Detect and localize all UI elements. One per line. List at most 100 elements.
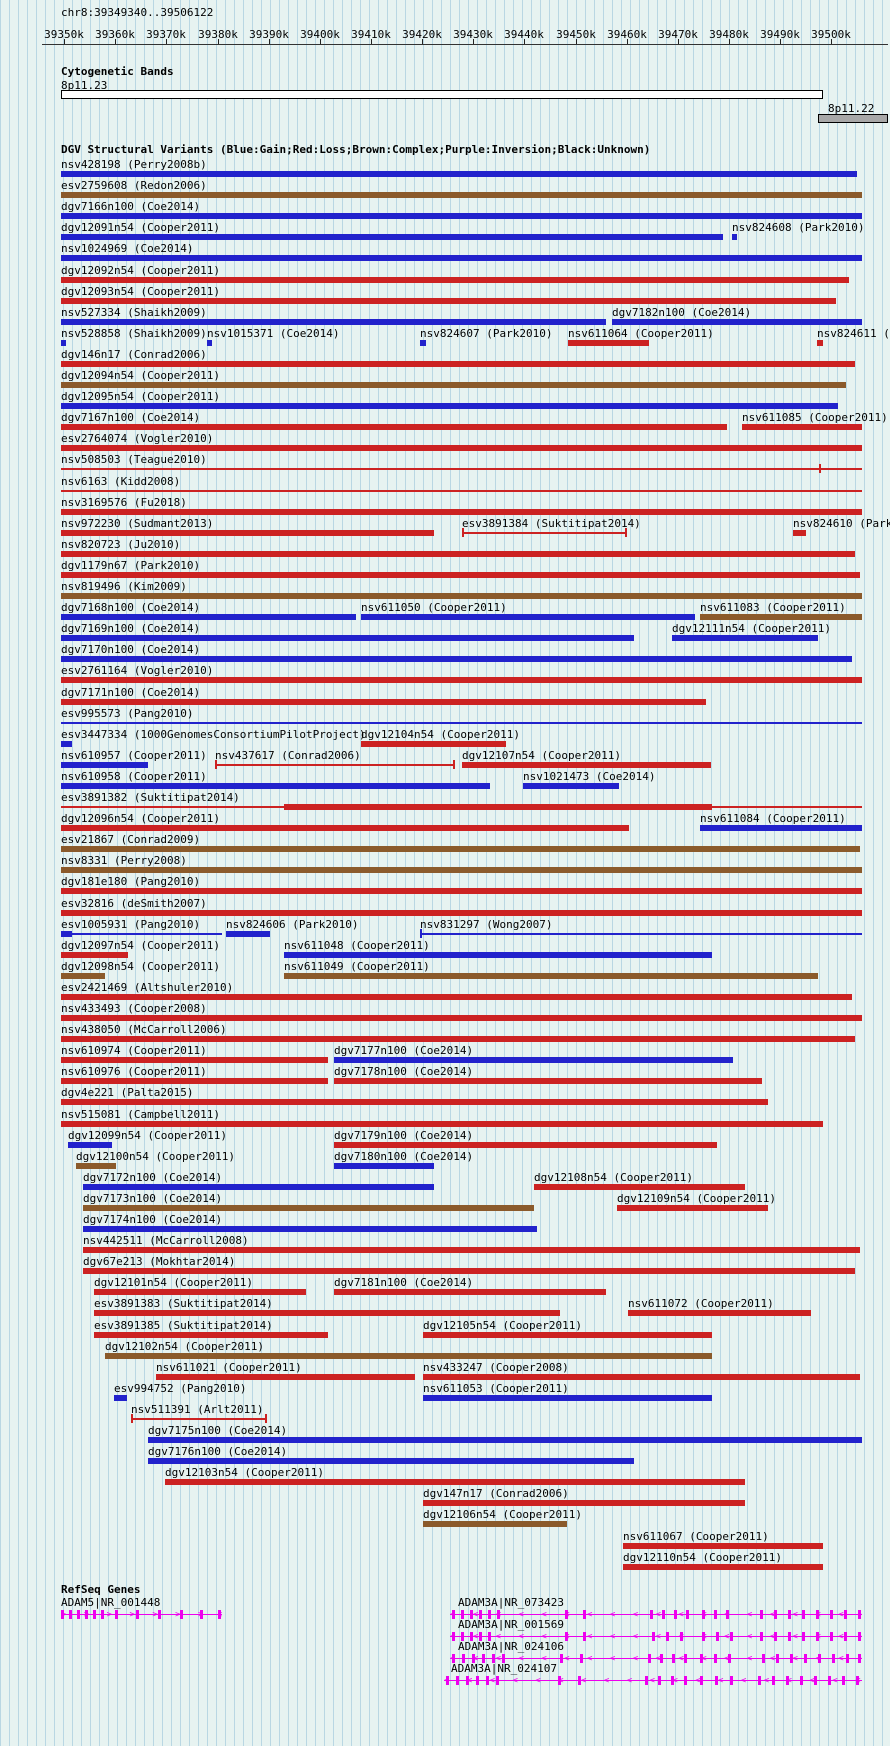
gene-exon[interactable] [830,1610,833,1619]
variant-bar[interactable] [61,234,723,240]
variant-bar[interactable] [61,551,855,557]
gene-exon[interactable] [716,1632,719,1641]
variant-bar[interactable] [284,952,712,958]
variant-bar[interactable] [61,277,849,283]
variant-bar[interactable] [623,1543,823,1549]
gene-exon[interactable] [758,1676,761,1685]
variant-bar[interactable] [61,1057,328,1063]
variant-bar[interactable] [423,1500,745,1506]
variant-bar[interactable] [61,1121,823,1127]
variant-bar[interactable] [83,1184,434,1190]
variant-bar[interactable] [61,490,862,492]
gene-exon[interactable] [702,1610,705,1619]
gene-exon[interactable] [180,1610,183,1619]
gene-exon[interactable] [802,1632,805,1641]
gene-exon[interactable] [158,1610,161,1619]
gene-exon[interactable] [772,1676,775,1685]
variant-bar[interactable] [61,340,66,346]
variant-bar[interactable] [61,255,862,261]
variant-bar[interactable] [568,340,649,346]
variant-bar[interactable] [423,1374,860,1380]
variant-bar[interactable] [334,1078,762,1084]
gene-exon[interactable] [69,1610,72,1619]
variant-bar[interactable] [94,1310,560,1316]
variant-bar[interactable] [61,382,846,388]
variant-bar[interactable] [61,867,862,873]
variant-bar[interactable] [131,1418,267,1420]
variant-bar[interactable] [105,1353,712,1359]
variant-bar[interactable] [61,509,862,515]
gene-exon[interactable] [858,1632,861,1641]
variant-bar[interactable] [61,614,356,620]
gene-exon[interactable] [446,1676,449,1685]
variant-bar[interactable] [114,1395,127,1401]
gene-exon[interactable] [466,1676,469,1685]
gene-exon[interactable] [702,1632,705,1641]
variant-bar[interactable] [61,635,634,641]
variant-bar[interactable] [61,1078,328,1084]
gene-exon[interactable] [858,1610,861,1619]
gene-exon[interactable] [842,1676,845,1685]
gene-exon[interactable] [479,1632,482,1641]
gene-exon[interactable] [115,1610,118,1619]
gene-exon[interactable] [578,1676,581,1685]
variant-bar[interactable] [226,931,270,937]
variant-bar[interactable] [165,1479,745,1485]
gene-exon[interactable] [672,1654,675,1663]
variant-bar[interactable] [61,572,860,578]
cytoband-8p11.22[interactable] [818,114,888,123]
variant-bar[interactable] [83,1226,537,1232]
gene-exon[interactable] [666,1632,669,1641]
gene-exon[interactable] [85,1610,88,1619]
variant-bar[interactable] [72,933,222,935]
variant-bar[interactable] [83,1268,855,1274]
gene-exon[interactable] [101,1610,104,1619]
gene-exon[interactable] [583,1610,586,1619]
variant-bar[interactable] [61,192,862,198]
gene-exon[interactable] [714,1654,717,1663]
variant-bar[interactable] [334,1057,733,1063]
gene-exon[interactable] [218,1610,221,1619]
variant-bar[interactable] [61,319,606,325]
gene-exon[interactable] [730,1632,733,1641]
variant-bar[interactable] [61,952,128,958]
gene-exon[interactable] [844,1632,847,1641]
variant-bar[interactable] [623,1564,823,1570]
gene-exon[interactable] [462,1654,465,1663]
gene-exon[interactable] [645,1676,648,1685]
variant-bar[interactable] [61,1015,862,1021]
gene-exon[interactable] [488,1610,491,1619]
gene-exon[interactable] [816,1632,819,1641]
gene-exon[interactable] [583,1632,586,1641]
variant-bar[interactable] [61,1036,855,1042]
gene-exon[interactable] [700,1676,703,1685]
variant-bar[interactable] [672,635,818,641]
gene-exon[interactable] [461,1632,464,1641]
variant-bar[interactable] [61,910,862,916]
variant-bar[interactable] [361,741,506,747]
cytoband-8p11.23[interactable] [61,90,823,99]
variant-bar[interactable] [617,1205,768,1211]
gene-exon[interactable] [714,1610,717,1619]
gene-exon[interactable] [565,1610,568,1619]
gene-exon[interactable] [452,1654,455,1663]
variant-bar[interactable] [156,1374,415,1380]
variant-bar[interactable] [61,762,148,768]
variant-bar[interactable] [94,1332,328,1338]
gene-exon[interactable] [715,1676,718,1685]
variant-bar[interactable] [61,846,860,852]
variant-bar[interactable] [334,1289,606,1295]
variant-bar[interactable] [284,804,712,810]
variant-bar[interactable] [148,1437,862,1443]
gene-exon[interactable] [674,1610,677,1619]
variant-bar[interactable] [462,762,711,768]
gene-exon[interactable] [762,1654,765,1663]
gene-exon[interactable] [830,1632,833,1641]
gene-exon[interactable] [61,1610,64,1619]
gene-exon[interactable] [456,1676,459,1685]
variant-bar[interactable] [361,614,695,620]
gene-exon[interactable] [800,1676,803,1685]
variant-bar[interactable] [61,445,862,451]
gene-exon[interactable] [844,1610,847,1619]
gene-exon[interactable] [700,1654,703,1663]
